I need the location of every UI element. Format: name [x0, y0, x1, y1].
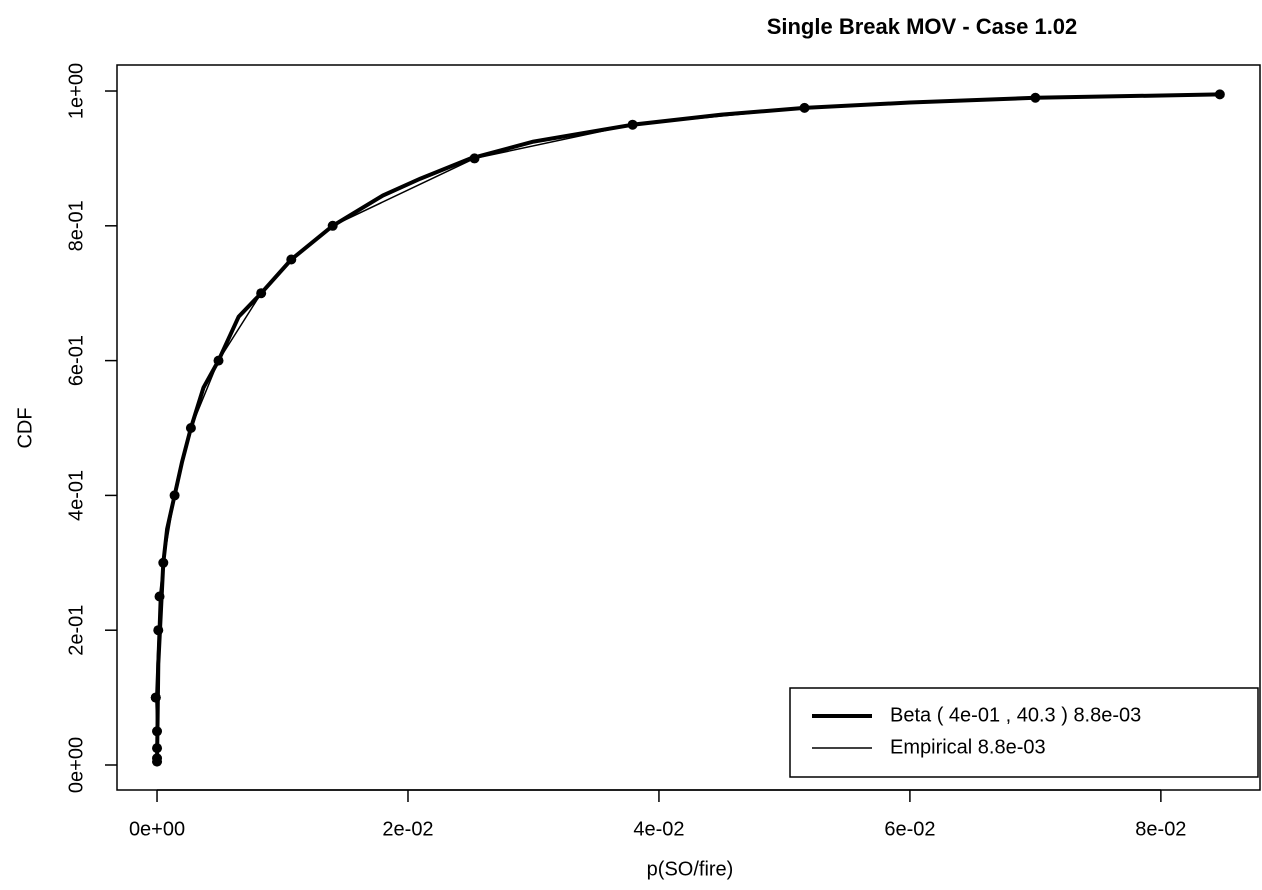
series-line	[155, 92, 1220, 766]
y-tick-label: 6e-01	[65, 335, 87, 386]
data-point	[627, 119, 638, 130]
legend-box	[789, 687, 1259, 778]
x-tick-label: 4e-02	[633, 818, 684, 840]
legend-label: Empirical 8.8e-03	[890, 736, 1046, 758]
y-tick-label: 4e-01	[65, 470, 87, 521]
legend-label: Beta ( 4e-01 , 40.3 ) 8.8e-03	[890, 704, 1141, 726]
data-point	[150, 692, 161, 703]
data-point	[169, 490, 180, 501]
data-point	[327, 220, 338, 231]
data-point	[158, 557, 169, 568]
chart-title: Single Break MOV - Case 1.02	[767, 14, 1078, 39]
data-point	[799, 102, 810, 113]
data-point	[1030, 92, 1041, 103]
series-line	[155, 93, 1220, 762]
data-point	[213, 355, 224, 366]
x-tick-label: 2e-02	[382, 818, 433, 840]
data-point	[469, 153, 480, 164]
y-tick-label: 0e+00	[65, 737, 87, 793]
data-point	[152, 743, 163, 754]
y-tick-label: 2e-01	[65, 605, 87, 656]
data-point	[152, 726, 163, 737]
x-tick-label: 8e-02	[1135, 818, 1186, 840]
data-point	[154, 591, 165, 602]
plot-frame	[116, 64, 1261, 791]
data-point	[152, 753, 163, 764]
y-axis-label: CDF	[14, 407, 36, 448]
x-axis-label: p(SO/fire)	[647, 858, 734, 880]
data-point	[256, 288, 267, 299]
x-tick-label: 6e-02	[884, 818, 935, 840]
x-tick-label: 0e+00	[129, 818, 185, 840]
data-point	[153, 625, 164, 636]
data-point	[1214, 89, 1225, 100]
y-tick-label: 8e-01	[65, 200, 87, 251]
data-point	[185, 423, 196, 434]
y-tick-label: 1e+00	[65, 63, 87, 119]
data-point	[286, 254, 297, 265]
